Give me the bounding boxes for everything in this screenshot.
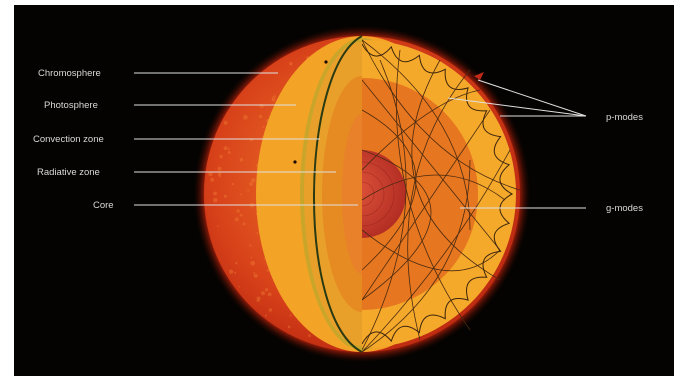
granule	[259, 103, 264, 109]
granule	[234, 271, 237, 274]
label-core: Core	[93, 200, 114, 211]
granule	[223, 194, 227, 198]
granule	[234, 217, 239, 222]
granule	[289, 314, 292, 317]
granule	[231, 182, 234, 186]
granule	[263, 257, 266, 260]
label-convection-zone: Convection zone	[33, 134, 104, 145]
granule	[219, 154, 223, 159]
sunspot	[293, 160, 297, 164]
granule	[210, 177, 215, 182]
granule	[217, 225, 219, 228]
granule	[242, 222, 246, 226]
granule	[256, 299, 260, 302]
granule	[235, 262, 238, 265]
granule	[217, 166, 222, 171]
granule	[289, 62, 293, 66]
granule	[208, 171, 213, 177]
granule	[268, 308, 273, 312]
granule	[266, 269, 269, 272]
granule	[213, 191, 217, 196]
radiative-zone	[362, 78, 478, 310]
granule	[249, 244, 252, 247]
granule	[267, 292, 272, 297]
core-rings	[362, 161, 395, 227]
granule	[247, 189, 250, 192]
leader-p-modes-a	[447, 97, 587, 117]
granule	[250, 256, 253, 259]
granule	[264, 314, 267, 317]
granule	[258, 114, 263, 119]
label-radiative-zone: Radiative zone	[37, 167, 100, 178]
granule	[236, 209, 240, 213]
granule	[240, 193, 243, 196]
granule	[227, 148, 230, 150]
granule	[239, 213, 243, 217]
granule	[271, 97, 276, 102]
leader-p-modes-b	[477, 79, 587, 117]
granule	[260, 291, 265, 296]
flare-mark	[474, 72, 484, 80]
granule	[213, 197, 218, 203]
granule	[256, 232, 259, 235]
granule	[273, 95, 276, 98]
p-mode-scallop-path	[362, 43, 514, 345]
granule	[253, 271, 256, 274]
granule	[256, 296, 261, 301]
granule	[250, 260, 255, 266]
granule	[243, 114, 248, 120]
granule	[253, 273, 258, 278]
granule	[265, 288, 269, 292]
granule	[227, 151, 231, 154]
granule	[223, 120, 228, 125]
granule	[287, 325, 291, 329]
granule	[251, 178, 256, 183]
label-photosphere: Photosphere	[44, 100, 98, 111]
label-g-modes: g-modes	[606, 203, 643, 214]
granule	[239, 158, 244, 162]
granule	[217, 172, 222, 176]
granule	[219, 175, 221, 178]
granule	[262, 126, 265, 128]
granule	[223, 146, 228, 151]
cutaway-hemisphere	[362, 39, 521, 353]
granule	[272, 96, 275, 99]
sunspot	[324, 60, 328, 64]
cut-edge-line	[313, 35, 363, 353]
granule	[308, 334, 311, 337]
granule	[238, 285, 240, 288]
label-chromosphere: Chromosphere	[38, 68, 101, 79]
granule	[228, 269, 234, 274]
p-mode-scallops	[362, 43, 514, 345]
granule	[249, 182, 253, 186]
wave-ray-paths	[362, 39, 521, 353]
granule	[253, 262, 256, 264]
label-p-modes: p-modes	[606, 112, 643, 123]
